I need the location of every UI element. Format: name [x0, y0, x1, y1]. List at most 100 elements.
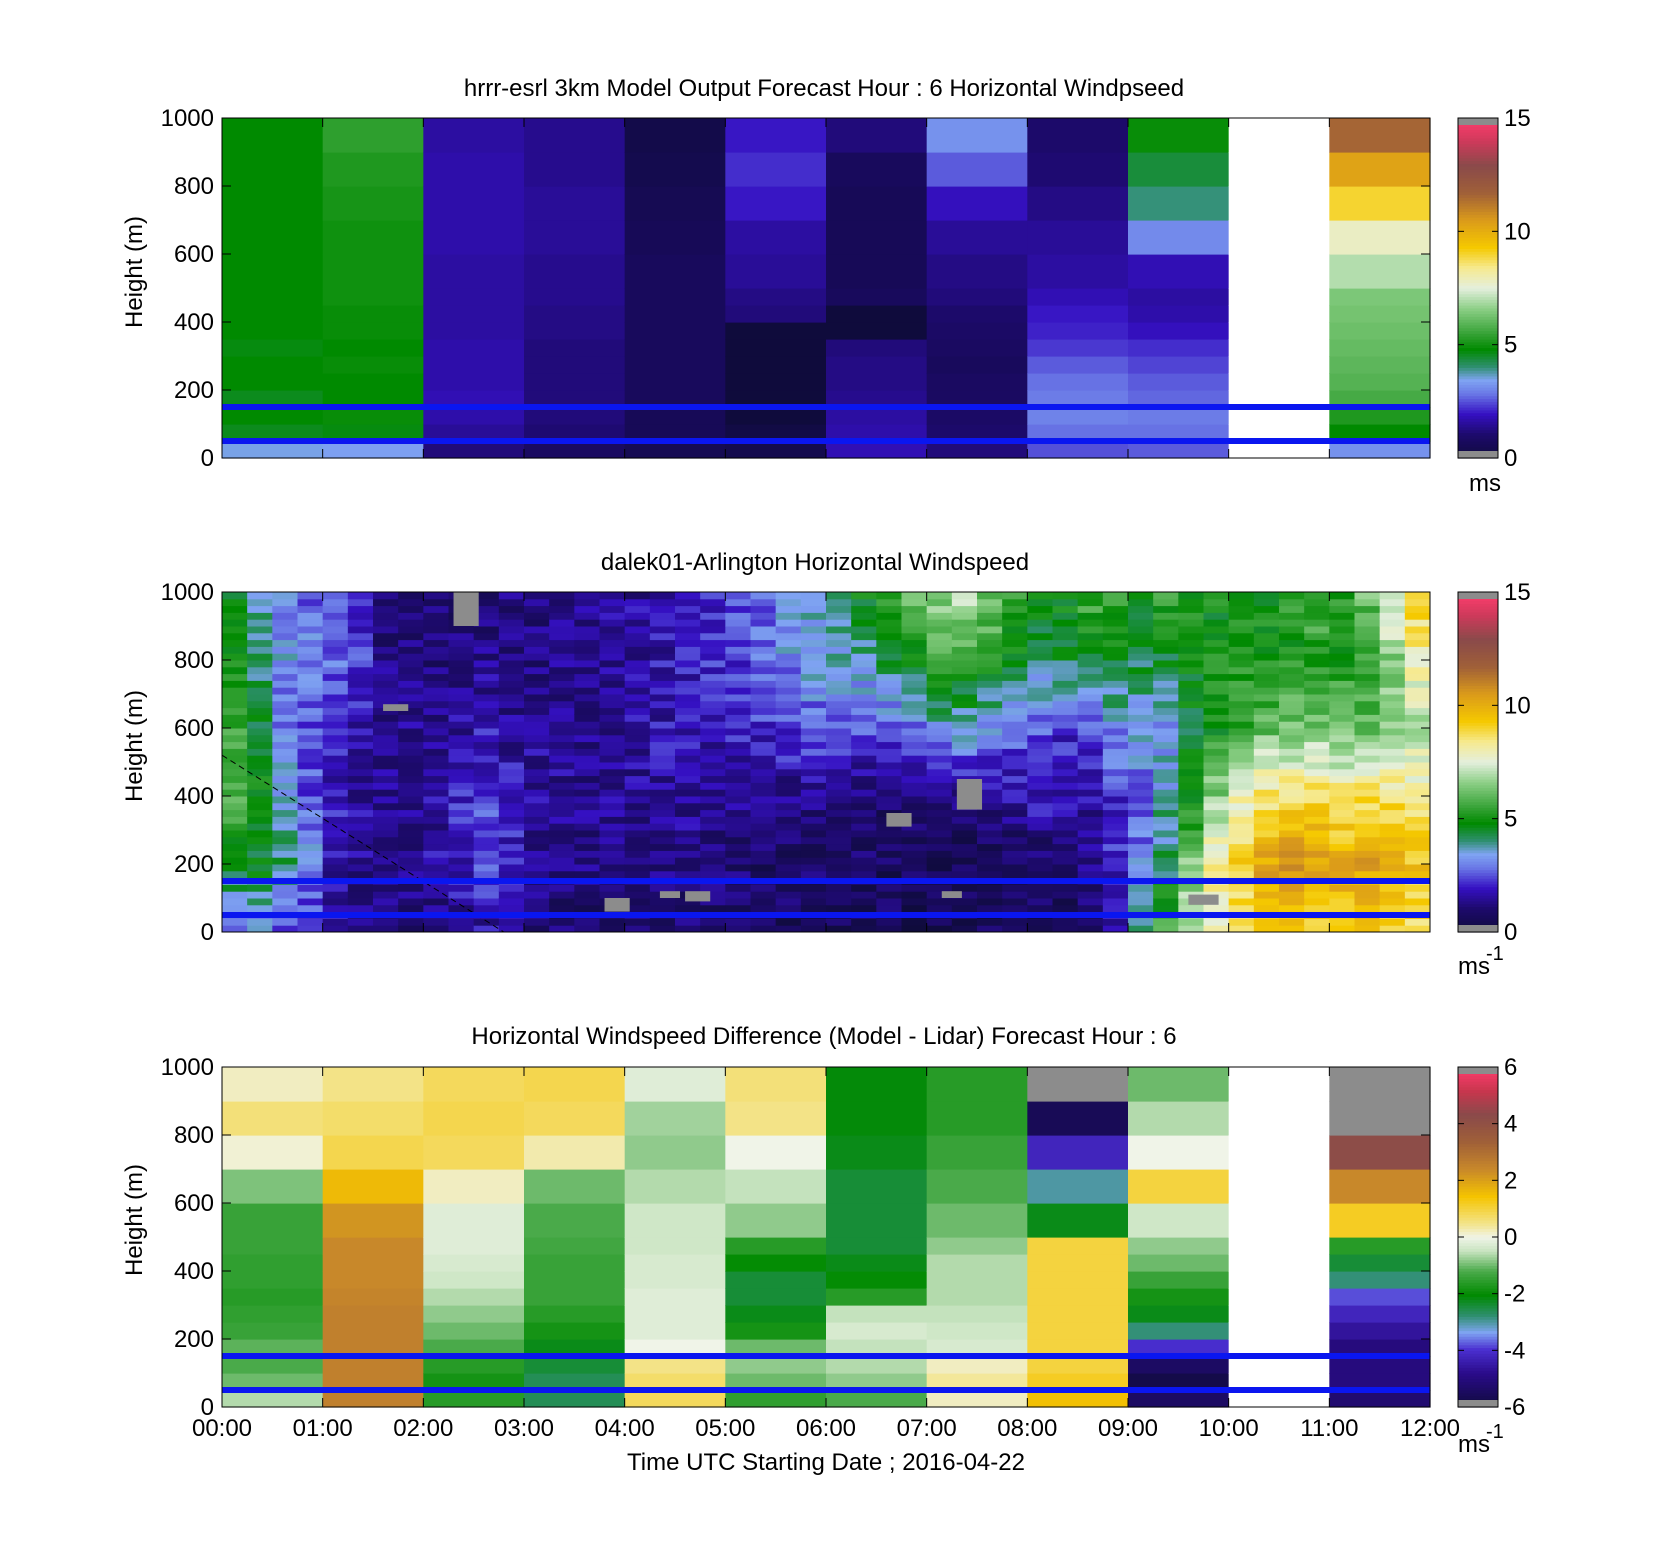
heatmap-cell: [1304, 660, 1330, 668]
heatmap-cell: [1253, 687, 1280, 695]
colorbar-swatch: [1458, 852, 1498, 857]
heatmap-cell: [398, 694, 424, 702]
heatmap-cell: [750, 816, 777, 824]
heatmap-cell: [524, 748, 550, 756]
colorbar-swatch: [1458, 1353, 1498, 1357]
heatmap-cell: [1102, 843, 1129, 851]
colorbar-swatch: [1458, 705, 1498, 709]
heatmap-cell: [222, 639, 248, 647]
heatmap-cell: [473, 694, 500, 702]
heatmap-cell: [524, 407, 626, 425]
heatmap-cell: [1128, 762, 1154, 770]
heatmap-cell: [977, 728, 1003, 736]
heatmap-cell: [524, 424, 626, 442]
heatmap-cell: [1228, 598, 1255, 607]
heatmap-cell: [473, 768, 500, 777]
heatmap-cell: [1027, 646, 1053, 654]
heatmap-cell: [800, 918, 827, 926]
heatmap-cell: [398, 687, 424, 695]
heatmap-cell: [574, 864, 600, 872]
heatmap-cell: [624, 673, 651, 681]
heatmap-cell: [1128, 322, 1230, 340]
heatmap-cell: [347, 891, 374, 899]
heatmap-cell: [1404, 626, 1431, 634]
x-tick-label: 06:00: [796, 1415, 856, 1442]
heatmap-cell: [423, 904, 449, 913]
heatmap-cell: [1379, 612, 1406, 620]
heatmap-cell: [1354, 918, 1381, 926]
heatmap-cell: [901, 843, 928, 851]
heatmap-cell: [398, 741, 424, 749]
colorbar-swatch: [1458, 251, 1498, 255]
heatmap-cell: [1178, 864, 1204, 872]
heatmap-cell: [1379, 809, 1406, 817]
heatmap-cell: [1077, 612, 1104, 620]
heatmap-cell: [1027, 1356, 1129, 1374]
colorbar-swatch: [1458, 821, 1498, 825]
heatmap-cell: [1354, 925, 1381, 933]
heatmap-cell: [750, 891, 777, 899]
heatmap-cell: [222, 816, 248, 824]
heatmap-cell: [1253, 925, 1280, 933]
heatmap-cell: [448, 626, 475, 634]
heatmap-cell: [1379, 741, 1406, 749]
heatmap-cell: [398, 802, 424, 811]
heatmap-cell: [675, 768, 701, 777]
heatmap-cell: [1404, 864, 1431, 872]
heatmap-cell: [1228, 721, 1255, 729]
heatmap-cell: [1027, 734, 1053, 743]
heatmap-cell: [624, 598, 651, 607]
colorbar-swatch: [1458, 1191, 1498, 1196]
heatmap-cell: [222, 1203, 324, 1238]
heatmap-cell: [1379, 598, 1406, 607]
heatmap-cell: [272, 796, 298, 804]
heatmap-cell: [1404, 632, 1431, 641]
heatmap-cell: [876, 653, 902, 661]
heatmap-cell: [977, 721, 1003, 729]
heatmap-cell: [347, 653, 374, 661]
heatmap-cell: [574, 755, 600, 763]
heatmap-cell: [1329, 424, 1431, 442]
heatmap-cell: [977, 789, 1003, 797]
heatmap-cell: [624, 809, 651, 817]
heatmap-cell: [901, 741, 928, 749]
heatmap-cell: [1027, 653, 1053, 661]
heatmap-cell: [423, 721, 449, 729]
colorbar-swatch: [1458, 412, 1498, 417]
heatmap-cell: [498, 660, 525, 668]
heatmap-cell: [1077, 775, 1104, 783]
heatmap-cell: [1329, 254, 1431, 289]
heatmap-cell: [1329, 220, 1431, 255]
heatmap-cell: [1329, 356, 1431, 374]
heatmap-cell: [247, 816, 273, 824]
heatmap-cell: [498, 707, 525, 715]
colorbar-swatch: [1458, 129, 1498, 133]
colorbar-swatch: [1458, 660, 1498, 664]
heatmap-cell: [1228, 707, 1255, 715]
heatmap-cell: [977, 884, 1003, 892]
heatmap-cell: [800, 687, 827, 695]
heatmap-cell: [1304, 816, 1330, 824]
heatmap-cell: [1077, 830, 1104, 838]
heatmap-cell: [1228, 762, 1255, 770]
heatmap-cell: [1077, 884, 1104, 892]
heatmap-cell: [1228, 186, 1330, 221]
heatmap-cell: [297, 816, 324, 824]
heatmap-cell: [725, 152, 827, 187]
heatmap-cell: [549, 626, 575, 634]
colorbar-swatch: [1458, 319, 1498, 323]
heatmap-cell: [1354, 830, 1381, 838]
heatmap-cell: [1228, 653, 1255, 661]
heatmap-cell: [1228, 1356, 1330, 1374]
heatmap-cell: [876, 850, 902, 858]
heatmap-cell: [373, 721, 399, 729]
heatmap-cell: [322, 1288, 424, 1306]
heatmap-cell: [1203, 775, 1230, 783]
heatmap-cell: [1027, 728, 1053, 736]
heatmap-cell: [926, 639, 953, 647]
heatmap-cell: [1379, 864, 1406, 872]
heatmap-cell: [926, 186, 1028, 221]
heatmap-cell: [800, 762, 827, 770]
heatmap-cell: [599, 836, 626, 845]
heatmap-cell: [1404, 775, 1431, 783]
